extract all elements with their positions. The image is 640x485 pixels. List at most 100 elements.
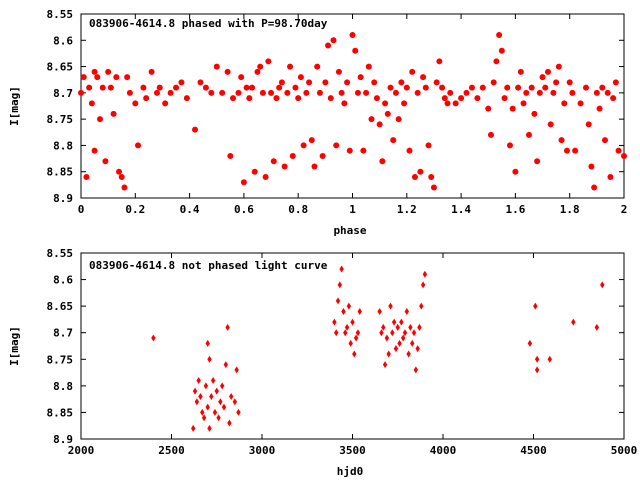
data-point: [357, 307, 362, 315]
data-point: [213, 63, 220, 70]
x-tick-label: 4000: [430, 444, 457, 457]
data-point: [544, 68, 551, 75]
data-point: [259, 89, 266, 96]
y-tick-label: 8.8: [53, 139, 73, 152]
y-tick-label: 8.75: [47, 353, 74, 366]
data-point: [236, 408, 241, 416]
data-point: [151, 334, 156, 342]
data-point: [322, 79, 329, 86]
data-point: [311, 163, 318, 170]
data-point: [384, 334, 390, 342]
data-point: [235, 89, 242, 96]
data-point: [402, 329, 408, 337]
data-point: [474, 95, 481, 102]
data-point: [601, 137, 608, 144]
data-point: [534, 366, 540, 374]
data-point: [360, 147, 367, 154]
data-point: [373, 95, 380, 102]
x-tick-label: 0.2: [125, 203, 145, 216]
data-point: [593, 89, 600, 96]
data-point: [401, 100, 408, 107]
data-point: [553, 79, 560, 86]
data-point: [391, 318, 397, 326]
data-point: [205, 403, 210, 411]
data-point: [352, 47, 359, 54]
data-point: [357, 74, 364, 81]
data-point: [415, 345, 420, 353]
data-point: [397, 339, 402, 347]
data-point: [238, 74, 245, 81]
data-point: [337, 281, 343, 289]
data-point: [148, 68, 155, 75]
data-point: [498, 47, 505, 54]
x-tick-label: 2500: [158, 444, 185, 457]
data-points: [151, 265, 605, 432]
data-point: [417, 168, 424, 175]
data-point: [387, 84, 394, 91]
data-point: [350, 318, 355, 326]
data-point: [214, 387, 219, 395]
data-point: [414, 89, 421, 96]
data-point: [384, 110, 391, 117]
data-point: [534, 355, 540, 363]
data-point: [338, 89, 345, 96]
x-tick-label: 1.4: [451, 203, 471, 216]
data-point: [571, 318, 576, 326]
data-point: [536, 89, 543, 96]
y-axis-label: I[mag]: [8, 326, 21, 366]
data-point: [251, 168, 258, 175]
data-point: [140, 84, 147, 91]
x-tick-label: 2: [621, 203, 628, 216]
data-point: [555, 63, 562, 70]
data-point: [517, 68, 524, 75]
data-point: [596, 105, 603, 112]
data-point: [343, 329, 348, 337]
data-point: [433, 79, 440, 86]
data-point: [208, 89, 215, 96]
chart-title: 083906-4614.8 not phased light curve: [89, 259, 328, 272]
chart-title: 083906-4614.8 phased with P=98.70day: [89, 17, 328, 30]
data-point: [409, 68, 416, 75]
data-point: [447, 89, 454, 96]
data-point: [395, 116, 402, 123]
data-point: [561, 100, 568, 107]
data-point: [281, 163, 288, 170]
data-point: [240, 179, 247, 186]
y-tick-label: 8.55: [47, 247, 74, 260]
data-point: [224, 68, 231, 75]
data-point: [458, 95, 465, 102]
data-point: [135, 142, 142, 149]
data-point: [78, 89, 84, 96]
x-tick-label: 2000: [68, 444, 95, 457]
data-point: [207, 355, 212, 363]
data-point: [333, 142, 340, 149]
data-point: [509, 105, 516, 112]
data-point: [192, 126, 199, 133]
data-point: [591, 184, 598, 191]
y-tick-label: 8.65: [47, 61, 74, 74]
x-axis-label: phase: [333, 224, 366, 237]
data-point: [227, 419, 232, 427]
data-point: [297, 74, 304, 81]
data-point: [278, 79, 285, 86]
data-point: [348, 339, 353, 347]
x-tick-label: 1: [349, 203, 356, 216]
data-point: [577, 100, 584, 107]
data-point: [422, 270, 428, 278]
data-point: [352, 350, 357, 358]
data-point: [192, 387, 198, 395]
data-point: [490, 79, 497, 86]
axis-ticks: 2000 2500 3000 3500 4000 4500 5000 8.55 8.6 8.65 8…: [47, 247, 638, 457]
data-point: [198, 392, 203, 400]
data-point: [229, 392, 234, 400]
data-point: [113, 74, 120, 81]
data-point: [425, 142, 432, 149]
data-point: [515, 84, 522, 91]
data-point: [539, 74, 546, 81]
data-point: [371, 79, 378, 86]
data-point: [219, 89, 226, 96]
data-point: [335, 68, 342, 75]
data-point: [327, 95, 334, 102]
data-point: [382, 100, 389, 107]
